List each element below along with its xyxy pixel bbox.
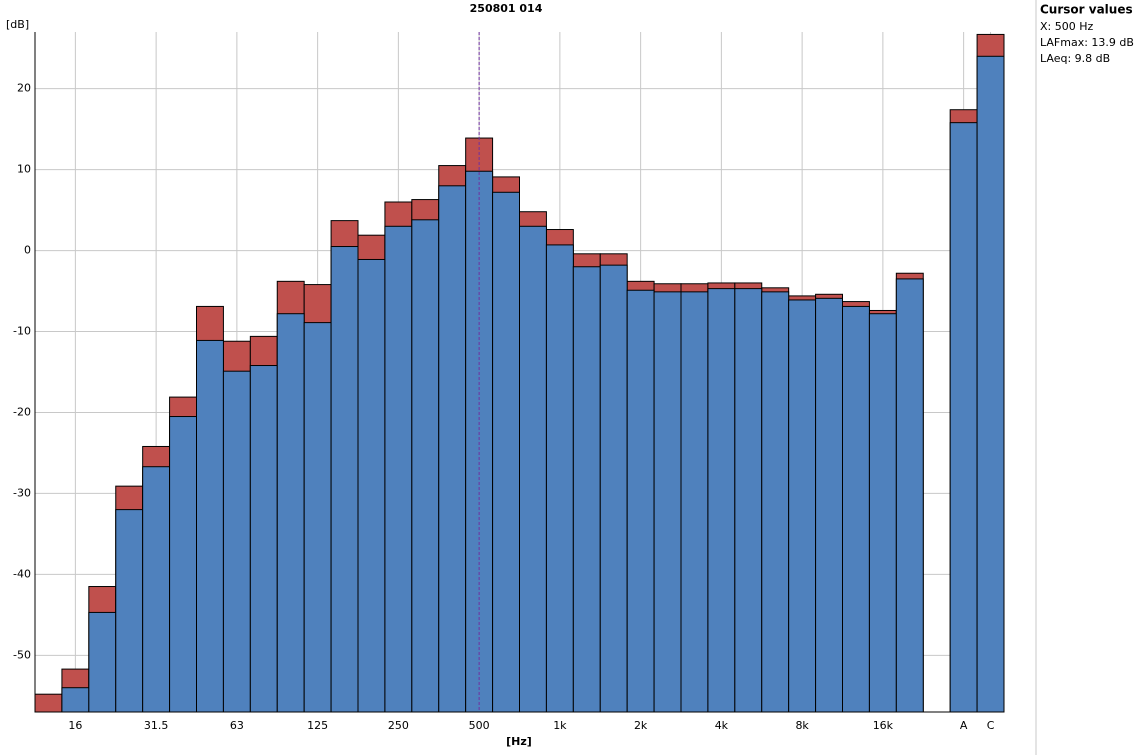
y-tick-label: -20: [13, 405, 31, 418]
x-tick-label: 16: [68, 719, 82, 732]
x-tick-label: 31.5: [144, 719, 169, 732]
x-tick-label: 16k: [873, 719, 894, 732]
bar: [976, 55, 1005, 713]
bar: [411, 219, 440, 713]
bar: [895, 278, 924, 713]
bar: [707, 288, 736, 713]
x-tick-label: 1k: [553, 719, 567, 732]
bar: [276, 313, 305, 713]
y-tick-label: 20: [17, 82, 31, 95]
x-tick-label: 500: [469, 719, 490, 732]
bar: [599, 264, 628, 713]
y-tick-label: -30: [13, 486, 31, 499]
bar: [492, 191, 521, 713]
cursor-value: LAeq: 9.8 dB: [1040, 52, 1110, 65]
x-tick-label: 2k: [634, 719, 648, 732]
bar: [222, 370, 251, 713]
bar: [761, 291, 790, 713]
y-tick-label: 10: [17, 163, 31, 176]
bar: [115, 509, 144, 713]
cursor-value: X: 500 Hz: [1040, 20, 1094, 33]
x-tick-label: 250: [388, 719, 409, 732]
y-tick-label: -40: [13, 567, 31, 580]
bar: [88, 611, 117, 713]
bar: [384, 225, 413, 713]
bar: [653, 291, 682, 713]
x-tick-label: A: [960, 719, 968, 732]
y-axis-label: [dB]: [6, 18, 29, 31]
x-tick-label: 8k: [795, 719, 809, 732]
y-tick-label: 0: [24, 244, 31, 257]
x-axis-label: [Hz]: [506, 735, 532, 748]
bar: [142, 466, 171, 713]
bar: [545, 244, 574, 713]
bar: [357, 258, 386, 713]
bar: [842, 305, 870, 713]
bar: [249, 365, 278, 713]
bar: [815, 297, 843, 713]
bar: [330, 246, 359, 713]
bar: [438, 185, 467, 713]
bar: [868, 313, 897, 713]
bar: [61, 687, 90, 713]
bar: [519, 225, 547, 713]
x-tick-label: C: [987, 719, 995, 732]
x-tick-label: 63: [230, 719, 244, 732]
y-tick-label: -50: [13, 648, 31, 661]
bar: [196, 339, 224, 713]
x-tick-label: 125: [307, 719, 328, 732]
y-tick-label: -10: [13, 325, 31, 338]
bar: [680, 291, 709, 713]
bar: [303, 322, 332, 713]
bar: [734, 288, 763, 713]
bar: [34, 693, 63, 713]
bar: [949, 122, 978, 713]
bar: [572, 266, 601, 713]
bar: [169, 416, 197, 713]
bar: [626, 289, 655, 713]
chart-title: 250801 014: [470, 2, 543, 15]
x-tick-label: 4k: [715, 719, 729, 732]
bar: [788, 299, 817, 713]
cursor-title: Cursor values: [1040, 3, 1133, 17]
cursor-value: LAFmax: 13.9 dB: [1040, 36, 1134, 49]
